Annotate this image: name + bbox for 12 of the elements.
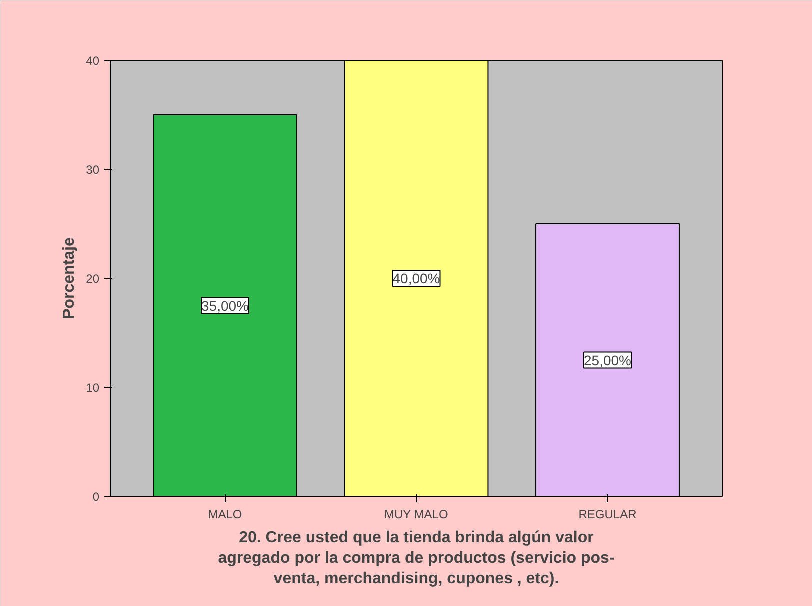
data-label: 25,00% bbox=[584, 352, 632, 368]
x-tick-label: MALO bbox=[208, 508, 242, 522]
y-tick-label: 30 bbox=[86, 163, 100, 177]
y-tick-label: 10 bbox=[86, 381, 100, 395]
data-label: 35,00% bbox=[202, 298, 249, 314]
x-tick-label: REGULAR bbox=[578, 508, 638, 522]
x-axis-title: 20. Cree usted que la tienda brinda algún valor agregado por la compra de productos (servicio pos- venta, merchandising, cupones , etc). bbox=[218, 530, 615, 588]
y-tick-label: 0 bbox=[92, 490, 100, 504]
y-axis-title: Porcentaje bbox=[61, 237, 78, 320]
y-tick-label: 40 bbox=[86, 54, 100, 68]
x-tick-label: MUY MALO bbox=[384, 508, 448, 522]
y-tick-label: 20 bbox=[86, 272, 100, 286]
